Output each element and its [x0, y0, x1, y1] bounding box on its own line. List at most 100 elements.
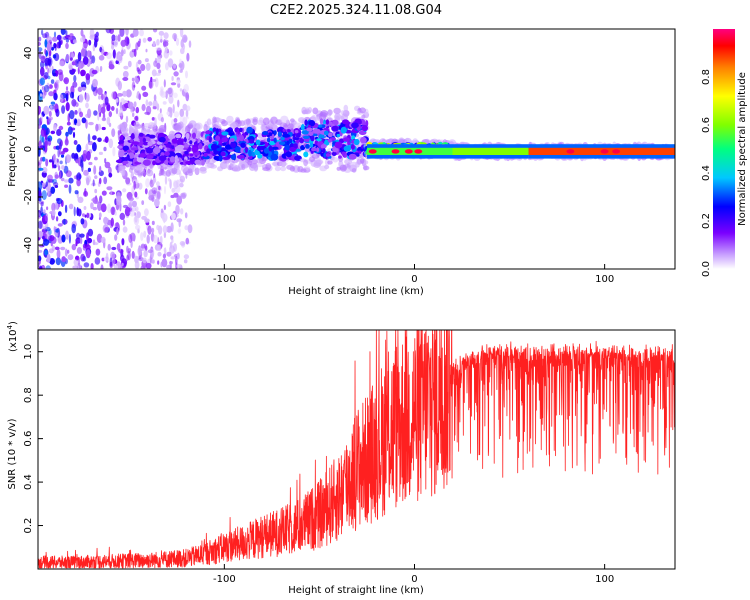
noise-speckle [145, 62, 151, 71]
noise-speckle [77, 86, 83, 93]
noise-speckle [100, 236, 106, 244]
noise-speckle [158, 69, 162, 74]
band-blob [319, 118, 324, 125]
band-blob [277, 131, 282, 137]
noise-speckle [93, 110, 98, 116]
noise-speckle [52, 72, 57, 77]
noise-speckle [98, 95, 101, 100]
noise-speckle [46, 36, 53, 43]
noise-speckle [65, 131, 69, 137]
noise-speckle [79, 237, 83, 245]
band-blob [323, 130, 329, 136]
band-halo [251, 159, 258, 165]
noise-speckle [185, 116, 190, 120]
noise-speckle [99, 68, 102, 72]
noise-speckle [70, 57, 73, 61]
noise-speckle [112, 146, 116, 157]
band-blob [198, 142, 203, 150]
x-tick-label: 0 [411, 274, 417, 285]
noise-speckle [72, 265, 79, 269]
noise-speckle [56, 198, 63, 205]
band-halo [159, 169, 165, 176]
band-blob [192, 132, 196, 139]
noise-speckle [73, 140, 78, 145]
noise-speckle [138, 38, 142, 44]
noise-speckle [44, 57, 51, 66]
noise-speckle [56, 34, 62, 41]
noise-speckle [55, 79, 60, 84]
noise-speckle [176, 218, 183, 223]
band-blob [208, 136, 212, 143]
band-blob [312, 128, 321, 134]
band-blob [248, 139, 255, 144]
noise-speckle [57, 69, 63, 75]
band-halo [340, 113, 348, 122]
noise-speckle [111, 44, 115, 50]
band-blob [201, 160, 205, 166]
noise-speckle [46, 42, 51, 52]
band-halo [148, 122, 156, 128]
band-halo [252, 118, 258, 126]
noise-speckle [61, 256, 66, 263]
noise-speckle [180, 47, 185, 55]
band-blob [244, 146, 249, 154]
band-blob [273, 130, 277, 135]
noise-speckle [53, 124, 57, 132]
noise-speckle [160, 35, 163, 43]
noise-speckle [98, 212, 102, 218]
band-halo [200, 169, 207, 174]
noise-speckle [131, 77, 135, 82]
noise-speckle [51, 202, 56, 212]
band-blob [271, 146, 279, 150]
noise-speckle [101, 49, 105, 56]
band-halo [309, 156, 315, 163]
noise-speckle [184, 225, 189, 231]
noise-speckle [170, 82, 177, 86]
band-blob [288, 138, 293, 144]
noise-speckle [173, 111, 180, 118]
colorbar-tick-label: 0.4 [701, 165, 712, 181]
noise-speckle [175, 37, 180, 47]
band-halo [338, 160, 344, 168]
noise-speckle [171, 187, 176, 193]
noise-speckle [176, 195, 183, 205]
snr-multiplier-exp: 4 [6, 324, 14, 329]
noise-speckle [74, 190, 79, 195]
noise-speckle [108, 138, 114, 149]
band-blob [160, 152, 165, 157]
noise-speckle [166, 251, 172, 257]
y-tick-label: -40 [23, 237, 34, 253]
noise-speckle [179, 175, 185, 183]
noise-speckle [170, 235, 174, 240]
band-blob [211, 143, 218, 151]
band-blob [130, 133, 135, 140]
band-blob [239, 134, 245, 142]
band-blob [215, 135, 221, 142]
noise-speckle [97, 87, 103, 96]
noise-speckle [65, 86, 69, 91]
noise-speckle [88, 161, 93, 166]
band-halo [319, 165, 328, 172]
noise-speckle [97, 103, 102, 113]
noise-speckle [53, 103, 59, 110]
noise-speckle [45, 265, 51, 269]
band-blob [301, 130, 310, 135]
noise-speckle [71, 99, 77, 107]
noise-speckle [59, 160, 63, 165]
noise-speckle [97, 201, 102, 211]
spectrogram-plot [38, 29, 675, 269]
band-blob [322, 147, 326, 154]
noise-speckle [42, 166, 48, 174]
noise-speckle [124, 206, 131, 217]
noise-speckle [68, 184, 72, 194]
noise-speckle [65, 230, 69, 240]
x-tick-label: 0 [411, 574, 417, 585]
noise-speckle [98, 177, 102, 185]
snr-series-line [38, 330, 675, 569]
noise-speckle [41, 29, 44, 36]
band-blob [119, 135, 124, 141]
noise-speckle [38, 167, 44, 171]
noise-speckle [42, 33, 48, 39]
noise-speckle [129, 50, 135, 58]
noise-speckle [58, 165, 61, 172]
